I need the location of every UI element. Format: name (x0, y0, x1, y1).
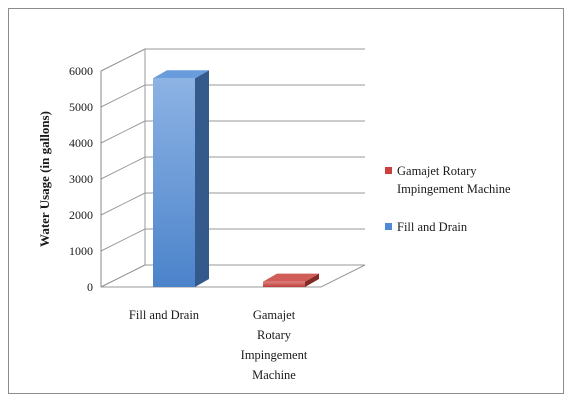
x-tick-label: Gamajet (253, 308, 296, 322)
bar-top-face (153, 70, 209, 79)
bar-top-face (263, 273, 319, 282)
y-tick-label: 6000 (69, 64, 93, 78)
legend-item: Fill and Drain (385, 220, 468, 234)
y-axis-title: Water Usage (in gallons) (37, 111, 52, 247)
gridline-side (100, 192, 146, 216)
gridlines (100, 48, 366, 288)
y-tick-label: 0 (87, 280, 93, 294)
bar (263, 273, 319, 287)
legend-item: Gamajet Rotary Impingement Machine (385, 164, 511, 196)
bar (153, 70, 209, 287)
floor (100, 264, 366, 288)
x-tick-label: Machine (252, 368, 296, 382)
chart-frame: 0 1000 2000 3000 4000 5000 6000 Water Usage (in… (8, 8, 564, 394)
gridline-side (100, 48, 146, 72)
bars (153, 70, 319, 287)
y-tick-label: 3000 (69, 172, 93, 186)
legend-swatch (385, 223, 392, 230)
legend-swatch (385, 167, 392, 174)
y-tick-label: 2000 (69, 208, 93, 222)
gridline-side (100, 228, 146, 252)
legend-label: Fill and Drain (397, 220, 468, 234)
bar-front-face (153, 78, 195, 287)
x-tick-label: Rotary (257, 328, 292, 342)
x-tick-label: Fill and Drain (129, 308, 200, 322)
chart-svg: 0 1000 2000 3000 4000 5000 6000 Water Usage (in… (37, 48, 511, 382)
y-tick-label: 4000 (69, 136, 93, 150)
bar-side-face (195, 70, 209, 287)
y-tick-label: 5000 (69, 100, 93, 114)
legend-label: Impingement Machine (397, 182, 511, 196)
gridline-side (100, 264, 146, 288)
x-tick-label: Impingement (241, 348, 308, 362)
bar-front-face (263, 281, 305, 287)
legend: Gamajet Rotary Impingement Machine Fill an… (385, 164, 511, 234)
gridline-side (100, 120, 146, 144)
gridline-side (100, 84, 146, 108)
legend-label: Gamajet Rotary (397, 164, 477, 178)
y-tick-label: 1000 (69, 244, 93, 258)
bar-side-face (305, 273, 319, 287)
labels: 0 1000 2000 3000 4000 5000 6000 Water Usage (in… (37, 64, 308, 382)
gridline-side (100, 156, 146, 180)
